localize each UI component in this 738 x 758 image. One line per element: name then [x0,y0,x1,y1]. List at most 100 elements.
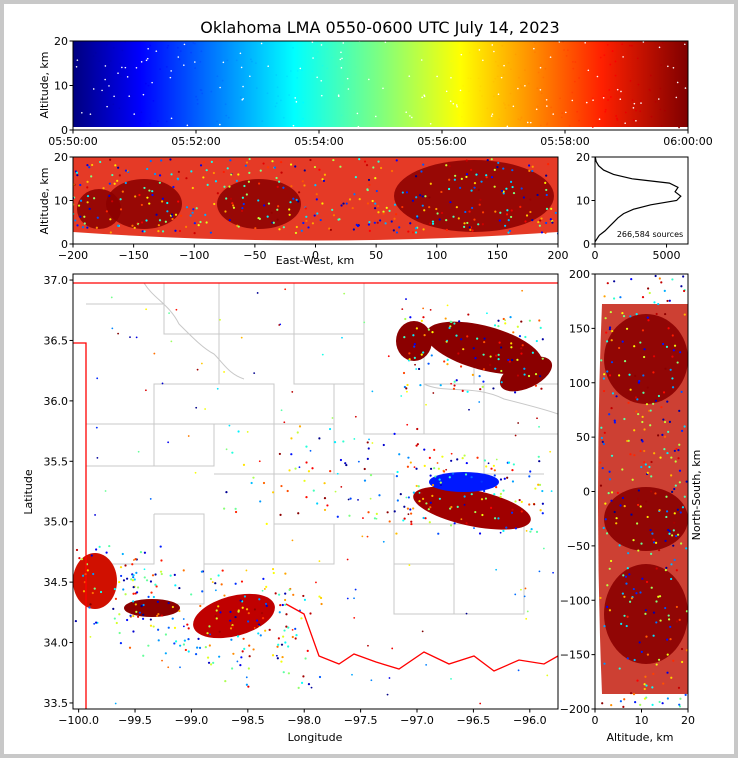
lightning-source [606,584,609,587]
lightning-source [208,644,211,647]
lightning-source [616,117,618,120]
lightning-source [648,291,651,295]
lightning-source [410,512,413,515]
lightning-source [305,496,308,499]
lightning-source [678,126,680,129]
lightning-source [343,292,346,295]
lightning-source [354,66,357,68]
lightning-source-gap [341,57,343,60]
lightning-source [122,579,126,582]
lightning-source [129,94,132,97]
lightning-source [305,219,308,223]
lightning-source [410,520,413,523]
lightning-source [460,338,463,341]
lightning-source [363,479,367,482]
lightning-source [157,612,160,616]
lightning-source [241,207,244,210]
lightning-source [298,425,302,428]
lightning-source [109,158,112,161]
plan-view-x-tick-label: −96.5 [457,714,491,727]
lightning-source [439,384,442,387]
lightning-source [390,73,393,76]
lightning-source [630,278,633,281]
lightning-source [368,183,371,186]
lightning-source [92,572,95,576]
lightning-source [135,336,138,339]
lightning-source [298,191,301,194]
lightning-source [615,522,618,525]
lightning-source [199,604,202,608]
plan-view-y-tick-label: 35.0 [44,516,69,529]
lightning-source [200,50,203,53]
lightning-source [601,440,604,443]
lightning-source [234,507,237,510]
lightning-source [449,524,453,527]
lightning-source [340,485,343,488]
lightning-source [486,312,488,315]
lightning-source [658,700,661,704]
lightning-source [499,492,503,495]
lightning-source [300,229,303,232]
lightning-source [228,185,231,188]
lightning-source [425,663,428,666]
lightning-source [140,221,144,224]
lightning-source [283,598,287,602]
lightning-source [512,191,516,195]
lightning-source [252,476,255,479]
lightning-source [482,368,486,371]
lightning-source [606,282,609,285]
lightning-source [371,442,374,444]
lightning-source [339,458,343,462]
lightning-source [319,119,322,121]
lightning-source [209,231,213,234]
lightning-source [316,51,319,53]
lightning-source [523,595,526,598]
lightning-source [209,663,213,666]
eastwest-dense-source-region [217,179,301,229]
lightning-source [657,658,661,661]
lightning-source [229,610,232,614]
lightning-source [422,351,425,354]
lightning-source [450,382,453,385]
lightning-source [192,208,195,211]
lightning-source-gap [104,65,107,67]
lightning-source [316,502,319,505]
lightning-source [482,353,485,356]
lightning-source [315,193,318,196]
lightning-source [669,638,672,641]
lightning-source [670,563,673,566]
lightning-source-gap [117,72,119,74]
lightning-source [468,90,470,93]
lightning-source [599,484,603,487]
lightning-source [635,410,638,413]
lightning-source [153,172,157,176]
lightning-source [578,119,580,122]
lightning-source [481,211,485,214]
lightning-source [618,346,621,350]
lightning-source [552,571,554,574]
lightning-source [510,209,513,212]
lightning-source [608,567,611,570]
lightning-source [511,508,514,511]
lightning-source [402,519,405,522]
lightning-source [94,621,98,624]
lightning-source [547,162,550,166]
lightning-source-gap [294,97,297,99]
figure-title: Oklahoma LMA 0550-0600 UTC July 14, 2023 [200,18,559,37]
lightning-source [357,460,360,463]
lightning-source [520,588,522,591]
lightning-source [206,656,210,659]
lightning-source [525,214,529,217]
lightning-source [167,626,170,629]
lightning-source [623,595,626,598]
lightning-source [630,597,633,600]
lightning-source [616,119,619,121]
lightning-source [639,341,642,344]
lightning-source [131,224,134,227]
source-count-annotation: 266,584 sources [617,230,683,239]
lightning-source [469,77,472,80]
lightning-source [565,54,568,57]
lightning-source [108,63,110,66]
lightning-source [546,123,548,126]
lightning-source [507,461,511,464]
